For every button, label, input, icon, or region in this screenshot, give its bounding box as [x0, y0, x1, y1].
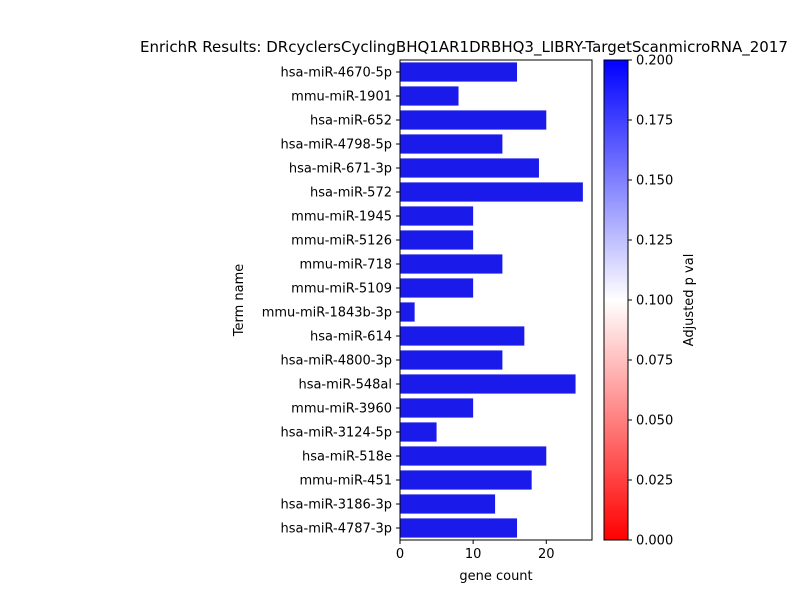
term-label: hsa-miR-614 — [310, 330, 392, 345]
y-axis-label: Term name — [232, 264, 247, 338]
term-label: mmu-miR-1901 — [291, 90, 392, 105]
term-label: hsa-miR-4787-3p — [281, 522, 392, 537]
term-label: hsa-miR-3186-3p — [281, 498, 392, 513]
bar — [400, 134, 503, 154]
term-labels: hsa-miR-4670-5p mmu-miR-1901 hsa-miR-652 hs… — [262, 66, 400, 537]
x-tick-label: 20 — [538, 547, 555, 562]
term-label: mmu-miR-5109 — [291, 282, 392, 297]
bar — [400, 62, 518, 82]
bar — [400, 230, 474, 250]
x-tick-label: 0 — [396, 547, 404, 562]
bar — [400, 398, 474, 418]
term-label: mmu-miR-1843b-3p — [262, 306, 392, 321]
bar — [400, 350, 503, 370]
term-label: hsa-miR-572 — [310, 186, 392, 201]
term-label: hsa-miR-4800-3p — [281, 354, 392, 369]
x-axis-label: gene count — [459, 569, 532, 584]
term-label: hsa-miR-652 — [310, 114, 392, 129]
bar — [400, 446, 547, 466]
colorbar-tick-label: 0.075 — [636, 354, 673, 369]
term-label: hsa-miR-4798-5p — [281, 138, 392, 153]
bar — [400, 470, 532, 490]
bar — [400, 518, 518, 538]
term-label: hsa-miR-518e — [302, 450, 392, 465]
term-label: mmu-miR-451 — [299, 474, 392, 489]
term-label: hsa-miR-4670-5p — [281, 66, 392, 81]
term-label: hsa-miR-548al — [298, 378, 392, 393]
colorbar-tick-label: 0.025 — [636, 474, 673, 489]
chart-title: EnrichR Results: DRcyclersCyclingBHQ1AR1… — [140, 38, 788, 57]
term-label: hsa-miR-3124-5p — [281, 426, 392, 441]
plot-frame — [399, 59, 593, 541]
bar — [400, 110, 547, 130]
bar-group — [400, 62, 583, 538]
colorbar-tick-label: 0.050 — [636, 414, 673, 429]
colorbar-label: Adjusted p val — [682, 254, 697, 347]
bar — [400, 182, 583, 202]
colorbar-tick-label: 0.000 — [636, 534, 673, 549]
bar — [400, 158, 539, 178]
term-label: hsa-miR-671-3p — [289, 162, 392, 177]
bar — [400, 494, 496, 514]
term-label: mmu-miR-3960 — [291, 402, 392, 417]
colorbar-tick-label: 0.100 — [636, 294, 673, 309]
bar — [400, 206, 474, 226]
colorbar-tick-label: 0.175 — [636, 114, 673, 129]
colorbar-tick-label: 0.125 — [636, 234, 673, 249]
term-label: mmu-miR-718 — [299, 258, 392, 273]
bar — [400, 422, 437, 442]
colorbar — [603, 59, 629, 541]
bar — [400, 278, 474, 298]
bar — [400, 86, 459, 106]
colorbar-tick-label: 0.150 — [636, 174, 673, 189]
x-tick-label: 10 — [465, 547, 482, 562]
colorbar-tick-label: 0.200 — [636, 54, 673, 69]
bar — [400, 374, 576, 394]
term-label: mmu-miR-5126 — [291, 234, 392, 249]
x-axis-ticks: 0 10 20 — [396, 540, 555, 562]
term-label: mmu-miR-1945 — [291, 210, 392, 225]
bar — [400, 326, 525, 346]
bar — [400, 302, 415, 322]
bar — [400, 254, 503, 274]
colorbar-ticks: 0.000 0.025 0.050 0.075 0.100 0.125 0.150 0.175… — [628, 54, 673, 549]
